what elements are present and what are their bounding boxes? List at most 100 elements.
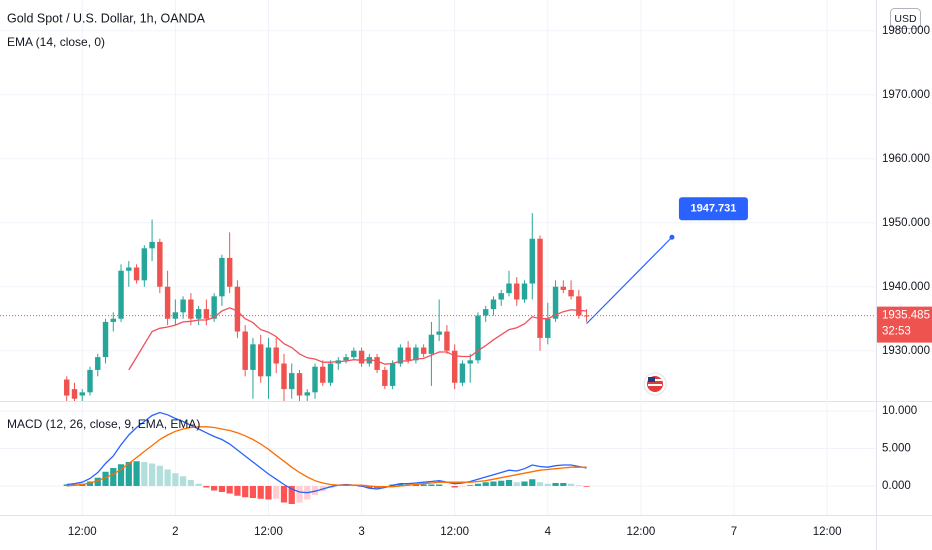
histogram-bar	[257, 485, 264, 499]
histogram-bar	[436, 484, 443, 486]
histogram-bar	[63, 484, 70, 486]
histogram-bar	[249, 485, 257, 498]
candle-body	[459, 363, 466, 383]
candle-body	[444, 331, 450, 351]
histogram-bar	[110, 467, 117, 486]
histogram-bar	[544, 483, 551, 486]
histogram-bar	[575, 485, 582, 486]
y-tick-label: 1940.000	[882, 281, 930, 293]
candle-body	[226, 257, 233, 287]
histogram-bar	[187, 479, 194, 486]
candle-body	[257, 344, 264, 377]
candle-body	[296, 373, 303, 396]
candle-body	[351, 350, 357, 358]
candle-body	[498, 293, 504, 300]
candle-body	[126, 267, 132, 271]
candle-body	[273, 347, 279, 364]
candle-body	[133, 267, 140, 281]
ema-line	[128, 307, 587, 371]
y-tick-label: 1960.000	[882, 153, 930, 165]
ema-legend: EMA (14, close, 0)	[7, 35, 105, 49]
x-tick-label: 12:00	[254, 526, 283, 538]
histogram-bar	[280, 485, 288, 503]
histogram-bar	[482, 482, 489, 486]
histogram-bar	[397, 483, 404, 486]
candle-body	[265, 347, 272, 377]
histogram-bar	[567, 483, 575, 486]
countdown: 32:53	[882, 326, 911, 338]
candle-body	[195, 309, 202, 319]
marks	[0, 213, 876, 504]
histogram-bar	[172, 473, 179, 486]
projection-point	[669, 234, 675, 240]
candle-body	[537, 238, 543, 338]
histogram-bar	[296, 485, 303, 503]
histogram-bar	[474, 483, 482, 486]
candle-body	[234, 286, 241, 332]
candle-body	[475, 315, 481, 361]
histogram-bar	[459, 485, 466, 487]
histogram-bar	[195, 483, 202, 486]
currency-label[interactable]: USD	[894, 13, 917, 25]
histogram-bar	[242, 485, 249, 498]
histogram-bar	[521, 481, 528, 486]
histogram-bar	[218, 485, 226, 492]
candle-body	[289, 373, 295, 390]
histogram-bar	[451, 485, 458, 488]
histogram-bar	[234, 485, 241, 496]
candle-body	[64, 379, 70, 396]
candle-body	[87, 369, 93, 393]
candle-body	[312, 366, 318, 393]
candle-body	[118, 270, 124, 319]
histogram-bar	[180, 476, 187, 486]
histogram-bar	[490, 481, 497, 486]
projection-line	[586, 236, 673, 325]
candle-body	[304, 392, 310, 396]
histogram-bar	[513, 482, 520, 486]
candle-body	[242, 331, 248, 370]
candle-body	[343, 357, 349, 361]
histogram-bar	[94, 477, 101, 486]
last-price-label: 1935.485	[882, 310, 930, 322]
flag-icon	[643, 372, 667, 396]
candle-body	[568, 289, 574, 297]
histogram-bar	[428, 484, 435, 486]
candle-body	[521, 283, 528, 300]
histogram-bar	[467, 485, 474, 486]
histogram-bar	[560, 482, 567, 486]
y-tick-label: 10.000	[882, 405, 917, 417]
histogram-bar	[505, 479, 513, 486]
candle-body	[250, 344, 256, 370]
chart-title: Gold Spot / U.S. Dollar, 1h, OANDA	[7, 11, 206, 25]
candle-body	[467, 360, 473, 364]
candle-body	[102, 321, 109, 358]
candle-body	[211, 296, 217, 319]
histogram-bar	[211, 485, 218, 491]
candle-body	[281, 363, 287, 390]
histogram-bar	[311, 485, 319, 495]
candle-body	[327, 363, 334, 383]
candle-body	[529, 238, 535, 284]
histogram-bar	[156, 465, 163, 486]
x-tick-label: 12:00	[440, 526, 469, 538]
macd-title: MACD (12, 26, close, 9, EMA, EMA)	[7, 417, 200, 431]
candle-body	[79, 392, 85, 396]
macd-line	[66, 426, 587, 488]
candle-body	[397, 347, 404, 364]
currency-button[interactable]	[890, 8, 921, 29]
candle-body	[428, 334, 435, 354]
macd-line	[66, 411, 587, 494]
histogram-bar	[148, 463, 156, 486]
histogram-bar	[288, 485, 295, 504]
candle-body	[157, 241, 163, 287]
y-tick-label: 1950.000	[882, 217, 930, 229]
candle-body	[172, 312, 179, 319]
histogram-bar	[117, 464, 125, 486]
candle-body	[552, 286, 559, 319]
histogram-bar	[226, 485, 233, 494]
histogram-bar	[420, 484, 427, 486]
candle-body	[110, 318, 116, 322]
annotation-label: 1947.731	[690, 203, 736, 215]
